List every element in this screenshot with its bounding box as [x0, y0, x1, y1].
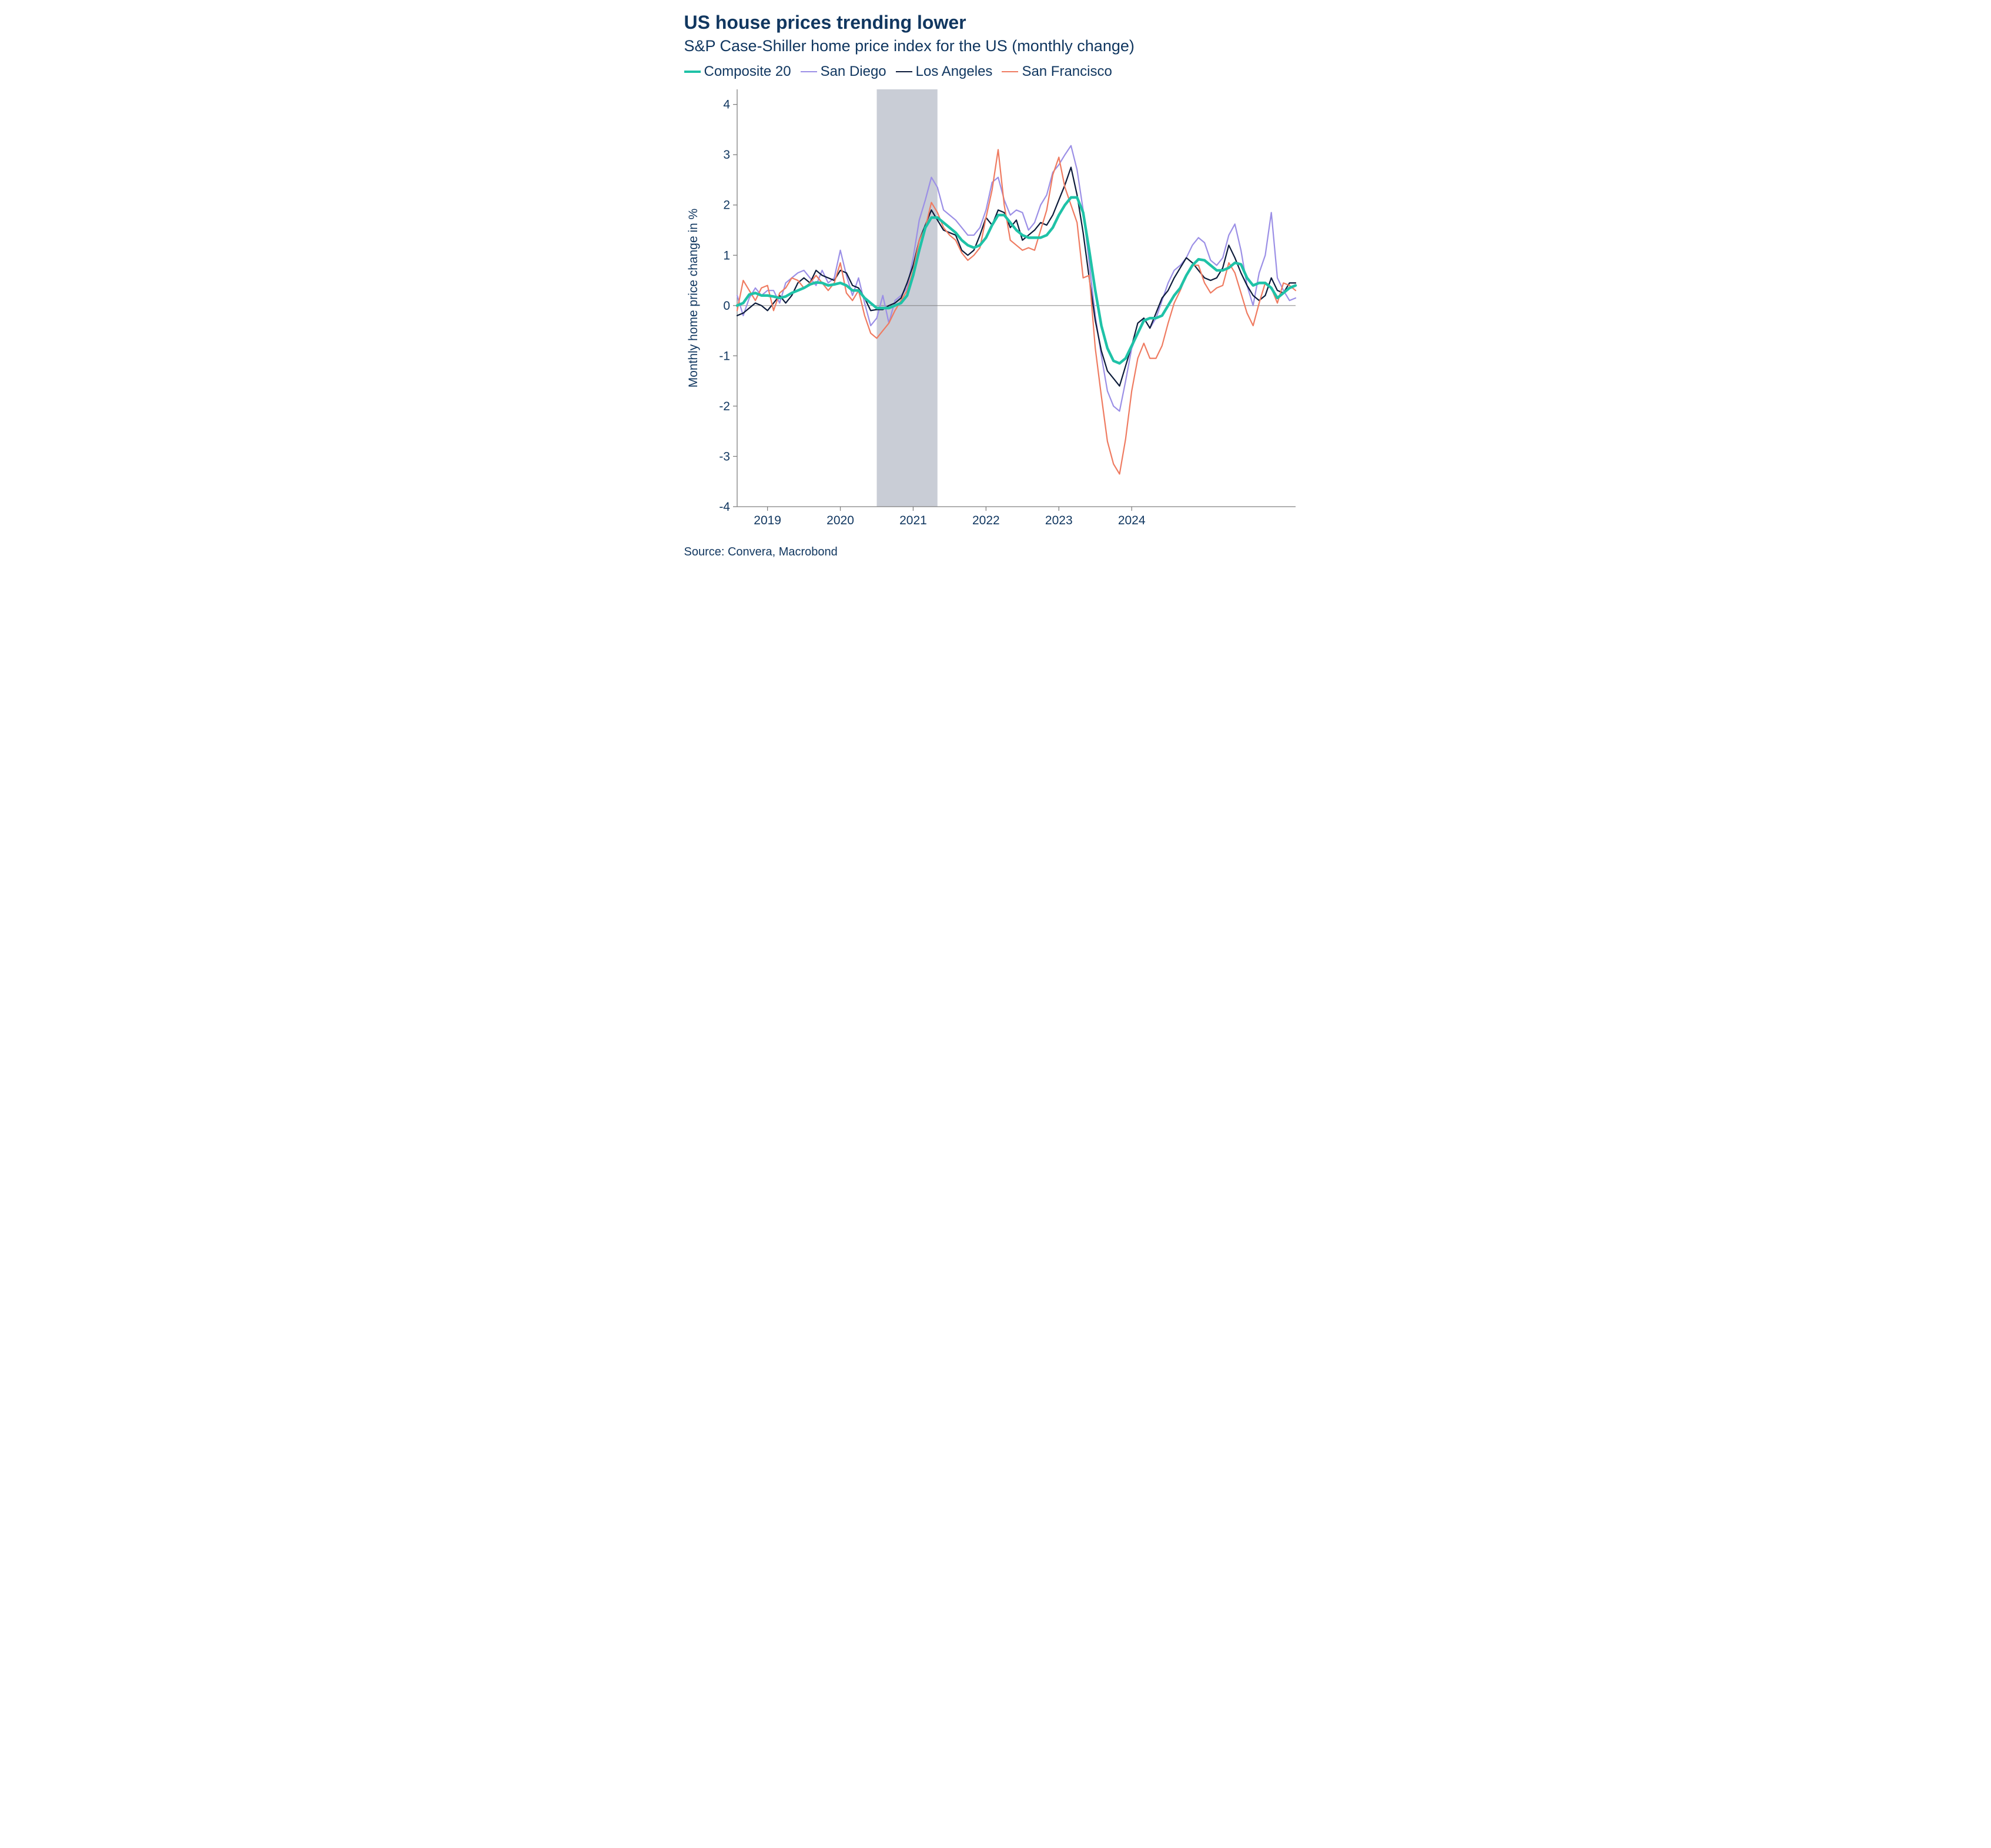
chart-subtitle: S&P Case-Shiller home price index for th… [684, 37, 1307, 55]
y-tick-label: -4 [719, 500, 730, 514]
x-tick-label: 2023 [1045, 514, 1072, 527]
y-tick-label: 2 [723, 199, 730, 212]
x-tick-label: 2019 [754, 514, 781, 527]
x-tick-label: 2022 [972, 514, 1000, 527]
chart-source: Source: Convera, Macrobond [684, 545, 1307, 559]
legend-label: Los Angeles [916, 63, 993, 80]
legend-swatch [684, 71, 701, 73]
chart-title: US house prices trending lower [684, 12, 1307, 34]
y-tick-label: 1 [723, 249, 730, 262]
y-tick-label: 4 [723, 98, 730, 112]
chart-legend: Composite 20 San Diego Los Angeles San Fran… [684, 63, 1307, 80]
x-tick-label: 2020 [826, 514, 854, 527]
legend-item: San Diego [801, 63, 886, 80]
series-line [737, 146, 1296, 411]
chart-card: US house prices trending lower S&P Case-… [667, 0, 1325, 611]
series-line [737, 168, 1296, 386]
x-tick-label: 2024 [1117, 514, 1145, 527]
y-axis-label: Monthly home price change in % [687, 209, 700, 388]
legend-label: Composite 20 [704, 63, 791, 80]
y-tick-label: 3 [723, 148, 730, 162]
legend-swatch [801, 71, 817, 72]
x-tick-label: 2021 [899, 514, 927, 527]
legend-item: Los Angeles [896, 63, 993, 80]
recession-band [876, 89, 937, 507]
y-tick-label: -1 [719, 349, 730, 363]
legend-label: San Diego [821, 63, 886, 80]
legend-swatch [1002, 71, 1018, 72]
series-line [737, 150, 1296, 474]
legend-item: Composite 20 [684, 63, 791, 80]
legend-label: San Francisco [1022, 63, 1112, 80]
line-chart-svg: -4 -3 -2 -1 0 1 2 3 4 2019 2020 2021 2022 2023 2024 Mon… [684, 83, 1307, 542]
y-tick-label: 0 [723, 299, 730, 313]
y-tick-label: -3 [719, 450, 730, 463]
y-tick-label: -2 [719, 400, 730, 413]
legend-swatch [896, 71, 912, 72]
legend-item: San Francisco [1002, 63, 1112, 80]
chart-plot-area: -4 -3 -2 -1 0 1 2 3 4 2019 2020 2021 2022 2023 2024 Mon… [684, 83, 1307, 542]
